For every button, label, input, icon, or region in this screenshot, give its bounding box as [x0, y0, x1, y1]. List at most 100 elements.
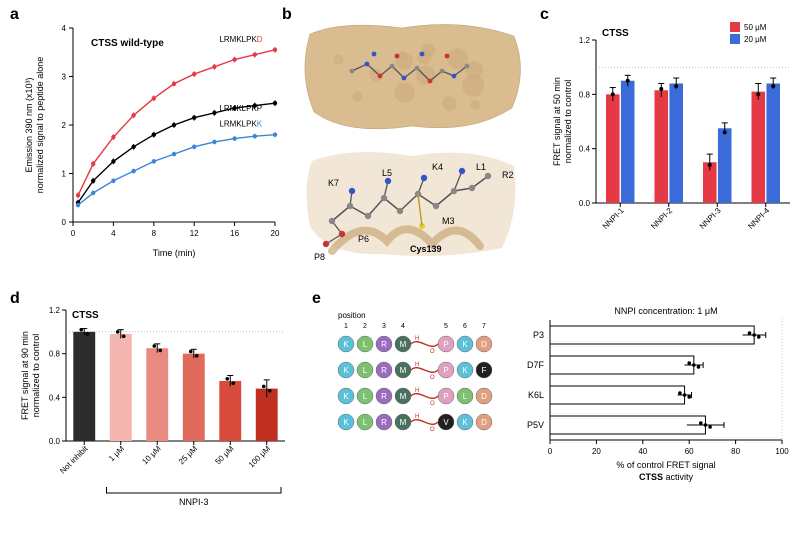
svg-text:K6L: K6L	[528, 390, 544, 400]
svg-text:K: K	[343, 340, 349, 349]
svg-text:K: K	[462, 340, 468, 349]
svg-text:0.4: 0.4	[49, 393, 61, 402]
panel-c-chart: 0.00.40.81.2FRET signal at 50 minnormali…	[548, 18, 796, 258]
svg-text:K: K	[343, 418, 349, 427]
svg-text:20: 20	[592, 447, 601, 456]
svg-text:normalized signal to peptide a: normalized signal to peptide alone	[35, 57, 45, 194]
svg-text:7: 7	[482, 323, 486, 330]
svg-text:R: R	[381, 366, 387, 375]
svg-text:40: 40	[638, 447, 647, 456]
svg-text:NNPI-3: NNPI-3	[179, 497, 209, 507]
svg-text:M: M	[400, 418, 407, 427]
svg-text:Emission 390 nm (x10³): Emission 390 nm (x10³)	[24, 77, 34, 172]
svg-text:Not inhibit: Not inhibit	[58, 444, 90, 476]
svg-text:P8: P8	[314, 252, 325, 262]
svg-text:V: V	[443, 418, 449, 427]
svg-text:L5: L5	[382, 168, 392, 178]
svg-text:0.8: 0.8	[579, 90, 591, 99]
svg-text:50 μM: 50 μM	[744, 23, 767, 32]
svg-text:R: R	[381, 340, 387, 349]
svg-text:CTSS: CTSS	[72, 310, 99, 321]
svg-text:1 μM: 1 μM	[107, 444, 126, 463]
svg-text:CTSS: CTSS	[602, 28, 629, 39]
svg-text:K: K	[343, 392, 349, 401]
svg-text:Time (min): Time (min)	[153, 248, 196, 258]
svg-text:LRMKLPKP: LRMKLPKP	[219, 104, 262, 113]
svg-text:P6: P6	[358, 234, 369, 244]
svg-text:CTSS wild-type: CTSS wild-type	[91, 38, 164, 49]
svg-text:L: L	[363, 340, 368, 349]
svg-text:O: O	[430, 401, 435, 407]
panel-label-b: b	[282, 6, 292, 24]
svg-text:4: 4	[62, 24, 67, 33]
svg-text:8: 8	[152, 229, 157, 238]
svg-text:L: L	[463, 392, 468, 401]
svg-text:K: K	[462, 366, 468, 375]
svg-text:H: H	[415, 388, 419, 394]
svg-text:R: R	[381, 418, 387, 427]
svg-text:normalized to control: normalized to control	[563, 80, 573, 164]
svg-text:80: 80	[731, 447, 740, 456]
svg-text:K7: K7	[328, 178, 339, 188]
svg-text:L: L	[363, 418, 368, 427]
svg-text:P: P	[443, 392, 448, 401]
svg-text:FRET signal at 90 min: FRET signal at 90 min	[20, 331, 30, 420]
svg-text:0.0: 0.0	[49, 437, 61, 446]
svg-text:NNPI-1: NNPI-1	[601, 206, 626, 231]
svg-text:M: M	[400, 392, 407, 401]
svg-text:16: 16	[230, 229, 239, 238]
svg-text:25 μM: 25 μM	[177, 444, 199, 466]
svg-text:0.0: 0.0	[579, 199, 591, 208]
svg-text:O: O	[430, 375, 435, 381]
svg-text:0: 0	[62, 218, 67, 227]
svg-text:FRET signal at 50 min: FRET signal at 50 min	[552, 77, 562, 166]
svg-text:4: 4	[401, 323, 405, 330]
svg-text:position: position	[338, 311, 366, 320]
svg-text:100 μM: 100 μM	[247, 444, 273, 470]
svg-text:NNPI-2: NNPI-2	[649, 206, 674, 231]
svg-text:L1: L1	[476, 162, 486, 172]
svg-text:3: 3	[62, 73, 67, 82]
svg-text:M3: M3	[442, 216, 455, 226]
svg-text:0: 0	[71, 229, 76, 238]
svg-text:5: 5	[444, 323, 448, 330]
svg-text:100: 100	[775, 447, 789, 456]
svg-text:H: H	[415, 336, 419, 342]
svg-text:20 μM: 20 μM	[744, 35, 767, 44]
svg-text:H: H	[415, 414, 419, 420]
svg-text:4: 4	[111, 229, 116, 238]
svg-text:D: D	[481, 392, 487, 401]
svg-text:1: 1	[344, 323, 348, 330]
svg-text:50 μM: 50 μM	[213, 444, 235, 466]
panel-d-chart: 0.0 0.4 0.8 1.2 FRET signal at 90 minnormali…	[16, 300, 291, 525]
svg-text:P3: P3	[533, 330, 544, 340]
svg-text:normalized to control: normalized to control	[31, 334, 41, 418]
svg-text:D: D	[481, 340, 487, 349]
panel-b-structure: K7L5K4L1R2M3P6P8Cys139	[292, 16, 532, 266]
svg-text:LRMKLPKK: LRMKLPKK	[219, 120, 262, 129]
svg-text:3: 3	[382, 323, 386, 330]
svg-text:K: K	[462, 418, 468, 427]
svg-text:L: L	[363, 392, 368, 401]
panel-e-chart: position1234567KLRMPKDHOKLRMPKFHOKLRMPLD…	[320, 300, 794, 525]
svg-text:2: 2	[363, 323, 367, 330]
svg-text:0: 0	[548, 447, 553, 456]
svg-text:0.8: 0.8	[49, 350, 61, 359]
svg-text:NNPI-3: NNPI-3	[698, 206, 723, 231]
svg-text:O: O	[430, 349, 435, 355]
svg-text:60: 60	[685, 447, 694, 456]
svg-text:Cys139: Cys139	[410, 244, 442, 254]
svg-text:1.2: 1.2	[49, 306, 61, 315]
svg-text:LRMKLPKD: LRMKLPKD	[219, 35, 262, 44]
panel-a-chart: 04812162001234Time (min)Emission 390 nm …	[18, 20, 283, 260]
svg-text:R: R	[381, 392, 387, 401]
svg-text:% of control FRET signal: % of control FRET signal	[616, 460, 715, 470]
svg-text:F: F	[482, 366, 487, 375]
svg-text:L: L	[363, 366, 368, 375]
svg-text:R2: R2	[502, 170, 514, 180]
svg-text:P: P	[443, 366, 448, 375]
svg-text:1.2: 1.2	[579, 36, 591, 45]
svg-text:M: M	[400, 340, 407, 349]
svg-text:CTSS activity: CTSS activity	[639, 472, 694, 482]
svg-text:12: 12	[190, 229, 199, 238]
